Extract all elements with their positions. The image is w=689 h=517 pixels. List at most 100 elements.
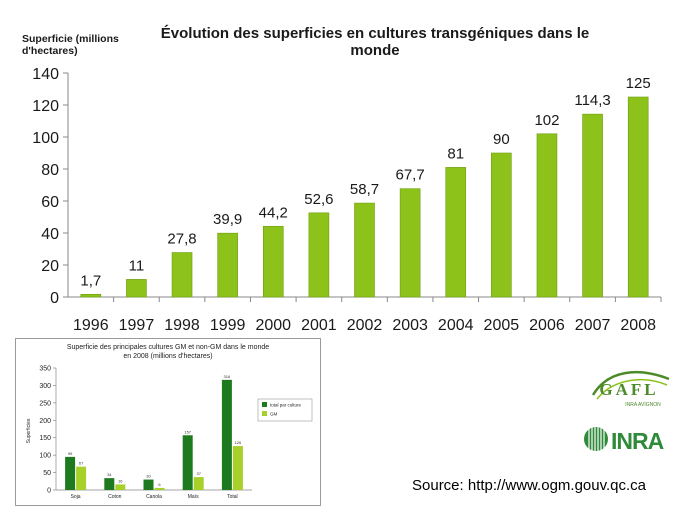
bar	[491, 152, 512, 298]
inset-legend-box	[257, 398, 313, 422]
inset-y-tick-label: 50	[43, 470, 51, 477]
bar-value-label: 114,3	[574, 92, 610, 109]
bar-value-label: 1,7	[80, 272, 101, 289]
bar-value-label: 44,2	[259, 204, 288, 221]
inra-globe-icon	[584, 427, 608, 451]
inset-y-tick-label: 200	[39, 418, 51, 425]
y-tick-label: 0	[50, 290, 59, 307]
x-tick-label: 2000	[255, 317, 291, 334]
inset-y-tick-label: 300	[39, 383, 51, 390]
inset-bar	[76, 466, 87, 490]
inset-x-tick-label: Soja	[71, 494, 81, 500]
inset-bar	[143, 479, 154, 490]
x-tick-label: 1996	[73, 317, 109, 334]
inset-chart-frame: Superficie des principales cultures GM e…	[15, 338, 321, 506]
inset-bar	[65, 456, 76, 490]
inset-title-line: Superficie des principales cultures GM e…	[67, 344, 269, 351]
bar-value-label: 90	[493, 131, 510, 148]
gafl-logo-subtext: INRA AVIGNON	[625, 402, 661, 408]
inset-bar-value-label: 95	[68, 451, 73, 456]
y-tick-label: 60	[41, 194, 59, 211]
inset-legend-swatch	[262, 402, 267, 407]
inset-y-axis-label: Superficies	[26, 418, 32, 443]
y-axis-label-line: Superficie (millions	[22, 33, 119, 45]
inset-bar	[182, 435, 193, 490]
inset-bar	[232, 446, 243, 490]
inset-x-tick-label: Total	[227, 494, 238, 500]
inset-bar	[115, 484, 126, 490]
inset-y-tick-label: 250	[39, 400, 51, 407]
y-tick-label: 120	[32, 98, 59, 115]
x-tick-label: 1998	[164, 317, 200, 334]
bar	[217, 232, 238, 298]
bar	[126, 279, 147, 298]
bar-value-label: 102	[534, 112, 559, 129]
inset-bar-value-label: 37	[196, 471, 201, 476]
x-tick-label: 1999	[210, 317, 246, 334]
bar	[171, 252, 193, 298]
bar-value-label: 27,8	[167, 231, 196, 248]
inset-title-line: en 2008 (millions d'hectares)	[123, 353, 212, 360]
inset-x-tick-label: Coton	[108, 494, 122, 500]
inset-bar	[104, 478, 115, 490]
bar-value-label: 11	[129, 257, 145, 274]
x-tick-label: 2007	[575, 317, 611, 334]
inset-legend-label: total par culture	[270, 403, 302, 408]
x-tick-label: 2008	[620, 317, 656, 334]
inset-bar-value-label: 6	[158, 482, 161, 487]
bar-value-label: 125	[626, 75, 651, 92]
bar	[445, 167, 467, 298]
inset-bar-value-label: 16	[118, 478, 123, 483]
inset-bar-value-label: 126	[235, 440, 242, 445]
y-tick-label: 20	[41, 258, 59, 275]
inset-x-tick-label: Maïs	[188, 494, 199, 500]
bar	[80, 293, 102, 298]
inset-bar	[193, 477, 204, 490]
bar	[536, 133, 558, 298]
gafl-logo: GAFL INRA AVIGNON	[591, 370, 670, 408]
chart-title-line: Évolution des superficies en cultures tr…	[161, 25, 589, 42]
x-tick-label: 2003	[392, 317, 428, 334]
inset-legend-swatch	[262, 411, 267, 416]
inra-logo-text: INRA	[611, 428, 664, 454]
main-bar-chart: Évolution des superficies en cultures tr…	[22, 25, 662, 334]
inset-bar-value-label: 157	[184, 429, 191, 434]
bar-value-label: 67,7	[396, 167, 425, 184]
chart-title-line: monde	[350, 42, 399, 59]
bar	[262, 225, 284, 298]
inset-y-tick-label: 100	[39, 453, 51, 460]
bar-value-label: 58,7	[350, 181, 379, 198]
x-tick-label: 1997	[119, 317, 155, 334]
bar	[582, 113, 603, 298]
inset-y-tick-label: 350	[39, 366, 51, 373]
inset-x-tick-label: Canola	[146, 494, 162, 500]
x-tick-label: 2002	[347, 317, 383, 334]
y-axis-label-line: d'hectares)	[22, 45, 78, 57]
gafl-logo-text: GAFL	[599, 380, 658, 399]
inset-bar-value-label: 30	[146, 474, 151, 479]
bar	[627, 96, 649, 298]
y-tick-label: 40	[41, 226, 59, 243]
bar	[399, 188, 421, 298]
bar	[308, 212, 330, 298]
inset-y-tick-label: 150	[39, 435, 51, 442]
x-tick-label: 2005	[484, 317, 520, 334]
bar-value-label: 52,6	[304, 191, 333, 208]
x-tick-label: 2004	[438, 317, 474, 334]
source-caption: Source: http://www.ogm.gouv.qc.ca	[412, 477, 647, 494]
inset-bar	[221, 379, 232, 490]
bar	[354, 202, 375, 298]
inset-bar-value-label: 316	[224, 374, 231, 379]
inset-bar	[154, 487, 165, 490]
x-tick-label: 2006	[529, 317, 565, 334]
inset-y-tick-label: 0	[47, 488, 51, 495]
bar-value-label: 81	[447, 145, 464, 162]
x-tick-label: 2001	[301, 317, 337, 334]
bar-value-label: 39,9	[213, 211, 242, 228]
inset-bar-value-label: 67	[79, 461, 84, 466]
y-tick-label: 140	[32, 66, 59, 83]
y-tick-label: 100	[32, 130, 59, 147]
inset-grouped-bar-chart: Superficie des principales cultures GM e…	[26, 344, 313, 500]
inset-legend-label: GM	[270, 412, 278, 417]
inset-bar-value-label: 34	[107, 472, 112, 477]
